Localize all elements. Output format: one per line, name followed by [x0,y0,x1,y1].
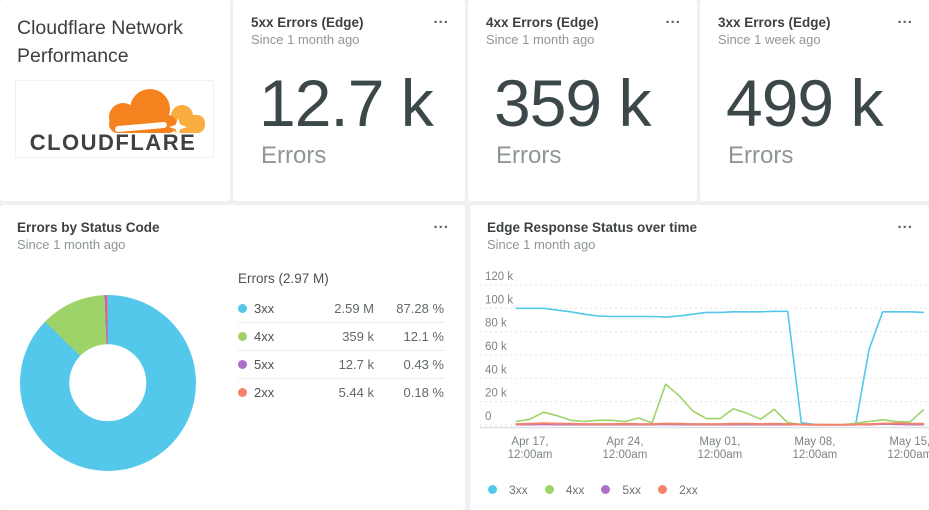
legend-pct: 12.1 % [374,322,444,351]
donut-legend-table: 3xx 2.59 M 87.28 % 4xx 359 k 12.1 % 5xx … [238,295,444,406]
donut-hole [69,344,147,422]
legend-dot-5xx-icon [601,484,611,494]
legend-value: 12.7 k [304,350,374,379]
legend-label: 2xx [679,483,698,497]
more-menu-icon[interactable]: ... [895,11,915,30]
more-menu-icon[interactable]: ... [663,11,683,30]
dashboard-title-line1: Cloudflare Network [17,17,183,39]
svg-text:120 k: 120 k [485,271,513,283]
more-menu-icon[interactable]: ... [895,216,915,235]
card-title: 3xx Errors (Edge) [718,15,831,30]
legend-dot-4xx-icon [238,332,247,342]
table-row[interactable]: 5xx 12.7 k 0.43 % [238,350,444,379]
legend-label: 5xx [622,483,642,497]
legend-dot-3xx-icon [488,484,497,494]
line-chart-legend: 3xx 4xx 5xx 2xx [488,483,698,497]
stat-card-5xx: 5xx Errors (Edge) Since 1 month ago ... … [233,0,465,201]
stat-unit: Errors [261,142,327,169]
svg-text:CLOUDFLARE: CLOUDFLARE [30,130,197,155]
svg-text:May 08,12:00am: May 08, 12:00am [792,436,837,461]
legend-dot-5xx-icon [238,360,247,370]
legend-dot-2xx-icon [238,388,247,398]
legend-item-4xx[interactable]: 4xx [544,483,585,497]
header-card: Cloudflare Network Performance CLOUDFLAR… [0,0,230,201]
legend-label: 5xx [254,357,275,372]
stat-unit: Errors [728,142,794,169]
card-subtitle: Since 1 week ago [718,32,821,47]
legend-item-2xx[interactable]: 2xx [658,483,698,497]
legend-value: 2.59 M [334,301,374,316]
legend-label: 2xx [254,385,275,400]
stat-value: 359 k [494,66,651,140]
legend-label: 4xx [254,329,275,344]
dashboard-title: Cloudflare Network Performance [17,14,183,70]
legend-dot-2xx-icon [658,484,668,494]
stat-value: 499 k [726,66,883,140]
card-head-text: 3xx Errors (Edge) Since 1 week ago [718,14,831,48]
errors-by-status-card: Errors by Status Code Since 1 month ago … [0,205,465,510]
card-head-text: Errors by Status Code Since 1 month ago [17,219,160,253]
cloudflare-logo-icon: CLOUDFLARE [30,89,205,155]
more-menu-icon[interactable]: ... [431,216,451,235]
stat-card-4xx: 4xx Errors (Edge) Since 1 month ago ... … [468,0,697,201]
legend-value: 5.44 k [304,378,374,406]
card-head-text: Edge Response Status over time Since 1 m… [487,219,697,253]
legend-label: 3xx [509,483,528,497]
stat-value: 12.7 k [259,66,434,140]
card-title: 4xx Errors (Edge) [486,15,599,30]
svg-text:May 15,12:00am: May 15, 12:00am [887,436,929,461]
svg-text:0: 0 [485,411,491,423]
card-title: Errors by Status Code [17,220,160,235]
svg-text:May 01,12:00am: May 01, 12:00am [698,436,743,461]
donut-chart[interactable] [20,295,196,471]
legend-item-3xx[interactable]: 3xx [488,483,528,497]
more-menu-icon[interactable]: ... [431,11,451,30]
stat-card-3xx: 3xx Errors (Edge) Since 1 week ago ... 4… [700,0,929,201]
card-title: Edge Response Status over time [487,220,698,235]
table-row[interactable]: 2xx 5.44 k 0.18 % [238,378,444,406]
svg-text:100 k: 100 k [485,294,513,306]
line-chart-svg[interactable]: 0 20 k 40 k 60 k 80 k 100 k 120 k Apr 17, 12:00a… [470,265,929,475]
legend-label: 4xx [565,483,585,497]
legend-dot-4xx-icon [544,484,554,494]
svg-text:80 k: 80 k [485,318,507,330]
svg-text:Apr 24,12:00am: Apr 24, 12:00am [603,436,648,461]
card-subtitle: Since 1 month ago [486,32,595,47]
dashboard-title-line2: Performance [17,45,129,67]
card-subtitle: Since 1 month ago [251,32,360,47]
legend-pct: 0.43 % [374,350,444,379]
legend-pct: 0.18 % [374,378,444,406]
edge-response-status-card: Edge Response Status over time Since 1 m… [470,205,929,510]
legend-item-5xx[interactable]: 5xx [601,483,641,497]
table-row[interactable]: 4xx 359 k 12.1 % [238,322,444,351]
svg-text:20 k: 20 k [485,388,507,400]
card-subtitle: Since 1 month ago [17,237,126,252]
cloudflare-logo: CLOUDFLARE [15,80,214,158]
card-subtitle: Since 1 month ago [487,237,596,252]
legend-label: 3xx [254,301,275,316]
donut-legend-title: Errors (2.97 M) [238,271,329,286]
svg-text:Apr 17,12:00am: Apr 17, 12:00am [508,436,553,461]
stat-unit: Errors [496,142,562,169]
card-title: 5xx Errors (Edge) [251,15,364,30]
card-head-text: 4xx Errors (Edge) Since 1 month ago [486,14,599,48]
svg-text:40 k: 40 k [485,364,507,376]
table-row[interactable]: 3xx 2.59 M 87.28 % [238,295,444,323]
legend-dot-3xx-icon [238,304,247,314]
card-head-text: 5xx Errors (Edge) Since 1 month ago [251,14,364,48]
legend-value: 359 k [304,322,374,351]
svg-text:60 k: 60 k [485,341,507,353]
legend-pct: 87.28 % [396,301,444,316]
